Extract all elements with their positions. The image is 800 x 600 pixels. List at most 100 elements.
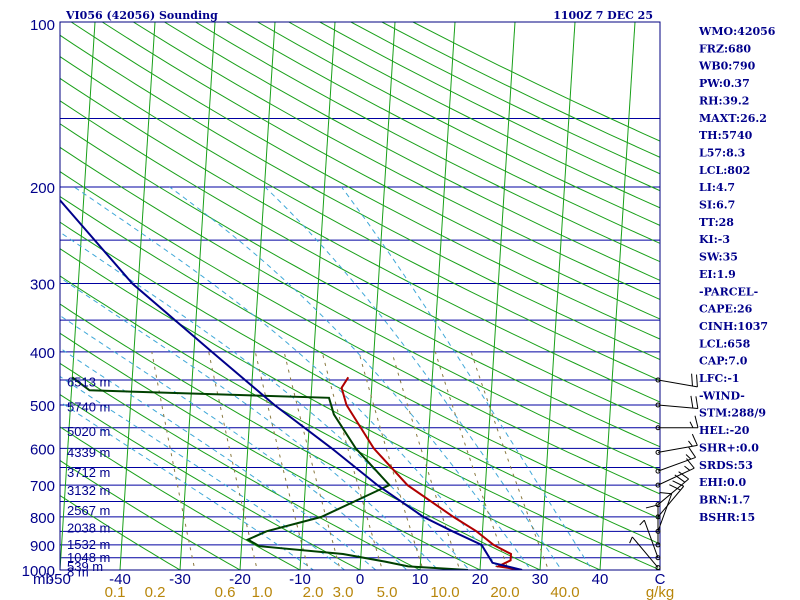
dry-adiabat bbox=[60, 77, 660, 403]
wind-barb bbox=[655, 458, 695, 488]
wind-barb-station bbox=[655, 468, 661, 474]
dry-adiabat bbox=[60, 100, 660, 425]
index-line: EI:1.9 bbox=[699, 268, 736, 281]
moist-adiabat bbox=[264, 186, 563, 570]
wind-barb bbox=[629, 536, 661, 571]
height-label: 4339 m bbox=[67, 445, 110, 460]
wind-barb-staff bbox=[657, 404, 698, 410]
index-line: LCL:658 bbox=[699, 337, 751, 350]
dry-adiabat bbox=[60, 146, 660, 471]
wind-barb bbox=[639, 519, 661, 561]
moist-adiabat bbox=[60, 375, 346, 570]
dry-adiabat bbox=[60, 195, 660, 520]
index-line: SHR+:0.0 bbox=[699, 441, 759, 454]
wind-barb-staff bbox=[643, 520, 659, 558]
dry-adiabat bbox=[60, 171, 660, 495]
index-line: HEL:-20 bbox=[699, 424, 750, 437]
isotherm-line bbox=[359, 22, 396, 570]
mixing-ratio-tick-label: 3.0 bbox=[333, 584, 354, 600]
wind-barb-staff bbox=[657, 456, 696, 472]
isotherm-line bbox=[299, 22, 336, 570]
isotherm-line bbox=[60, 22, 96, 570]
wind-barb-flag bbox=[689, 421, 694, 428]
sounding-time: 1100Z 7 DEC 25 bbox=[553, 9, 653, 22]
station-title: VI056 (42056) Sounding bbox=[65, 9, 218, 22]
plot-frame bbox=[59, 21, 661, 571]
dry-adiabat bbox=[195, 22, 660, 263]
index-line: LI:4.7 bbox=[699, 181, 735, 194]
wind-barb-flag bbox=[684, 465, 691, 471]
pressure-tick-label: 700 bbox=[30, 478, 55, 495]
index-line: KI:-3 bbox=[699, 233, 730, 246]
wind-barb-flag bbox=[639, 519, 645, 526]
temperature-tick-label: C bbox=[655, 571, 666, 588]
wind-barb-flag bbox=[695, 396, 699, 409]
wind-barb bbox=[645, 504, 661, 548]
height-label: 1048 m bbox=[67, 550, 110, 565]
dry-adiabat bbox=[60, 426, 302, 570]
wind-barb-staff bbox=[631, 536, 659, 568]
mixing-ratio-tick-label: 20.0 bbox=[490, 584, 519, 600]
wind-barb bbox=[655, 395, 699, 410]
dry-adiabat bbox=[133, 22, 660, 301]
moist-adiabat bbox=[73, 186, 501, 570]
pressure-tick-label: 100 bbox=[30, 17, 55, 34]
wind-barb-flag bbox=[691, 433, 698, 446]
isotherm-line bbox=[239, 22, 276, 570]
wind-barb-flag bbox=[694, 415, 699, 428]
mixing-ratio-tick-label: 0.1 bbox=[105, 584, 126, 600]
wind-barb-staff bbox=[657, 485, 685, 518]
temperature-tick-label: -10 bbox=[289, 571, 311, 588]
moist-adiabat bbox=[169, 186, 532, 570]
wind-barbs bbox=[629, 373, 699, 571]
pressure-tick-label: 400 bbox=[30, 345, 55, 362]
mixing-ratio-line bbox=[208, 351, 258, 570]
height-label: 2567 m bbox=[67, 503, 110, 518]
temperature-tick-label: 20 bbox=[472, 571, 489, 588]
wind-barb-flag bbox=[678, 471, 689, 480]
index-line: TH:5740 bbox=[699, 129, 753, 142]
mixing-ratio-tick-label: 1.0 bbox=[252, 584, 273, 600]
wind-barb-staff bbox=[657, 444, 698, 453]
height-label: 3132 m bbox=[67, 483, 110, 498]
index-line: CINH:1037 bbox=[699, 320, 768, 333]
mixing-ratio-tick-label: g/kg bbox=[646, 584, 674, 600]
wind-barb bbox=[655, 480, 685, 520]
index-line: CAP:7.0 bbox=[699, 355, 748, 368]
wind-barb-flag bbox=[645, 504, 659, 509]
mixing-ratio-tick-label: 5.0 bbox=[377, 584, 398, 600]
index-line: -PARCEL- bbox=[699, 285, 758, 298]
height-label: 6513 m bbox=[67, 375, 110, 390]
index-line: SRDS:53 bbox=[699, 459, 753, 472]
moist-adiabat bbox=[60, 401, 315, 570]
index-line: L57:8.3 bbox=[699, 146, 745, 159]
temperature-tick-label: -20 bbox=[229, 571, 251, 588]
isotherm-line bbox=[539, 22, 576, 570]
mixing-ratio-tick-label: 40.0 bbox=[550, 584, 579, 600]
temperature-tick-label: 0 bbox=[356, 571, 364, 588]
temperature-tick-label: 40 bbox=[592, 571, 609, 588]
wind-barb-staff bbox=[657, 467, 695, 486]
dry-adiabat bbox=[60, 248, 660, 570]
dry-adiabat bbox=[70, 22, 660, 340]
dewpoint-profile bbox=[71, 376, 469, 570]
index-line: CAPE:26 bbox=[699, 303, 753, 316]
wind-barb-station bbox=[655, 555, 661, 561]
isotherm-line bbox=[479, 22, 516, 570]
dry-adiabat bbox=[60, 494, 181, 570]
height-label: 539 m bbox=[67, 559, 103, 574]
wind-barb bbox=[655, 373, 698, 388]
wind-barb-flag bbox=[685, 454, 692, 460]
wind-barb-staff bbox=[657, 379, 698, 388]
index-line: EHI:0.0 bbox=[699, 476, 746, 489]
temperature-tick-label: -30 bbox=[169, 571, 191, 588]
moist-adiabat bbox=[60, 231, 470, 570]
index-line: BRN:1.7 bbox=[699, 493, 750, 506]
height-label: 8 m bbox=[67, 564, 89, 579]
stability-indices-panel: WMO:42056 FRZ:680 WB0:790 PW:0.37 RH:39.2 MAX… bbox=[698, 25, 776, 524]
index-line: RH:39.2 bbox=[699, 94, 749, 107]
moist-adiabat bbox=[341, 186, 593, 570]
wind-barb-flag bbox=[669, 484, 681, 491]
height-label: 2038 m bbox=[67, 521, 110, 536]
